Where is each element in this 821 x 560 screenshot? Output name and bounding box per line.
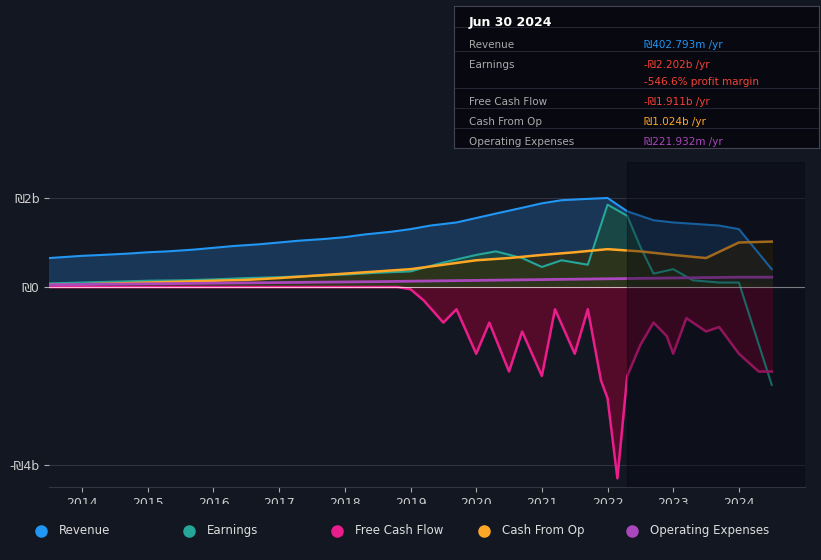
Text: ₪221.932m /yr: ₪221.932m /yr (644, 137, 722, 147)
Text: Operating Expenses: Operating Expenses (650, 524, 769, 538)
Text: Earnings: Earnings (207, 524, 259, 538)
Text: Revenue: Revenue (469, 40, 514, 50)
Bar (627, 162, 805, 487)
Text: Earnings: Earnings (469, 60, 514, 70)
Text: -546.6% profit margin: -546.6% profit margin (644, 77, 759, 87)
Text: ₪1.024b /yr: ₪1.024b /yr (644, 117, 706, 127)
Text: Operating Expenses: Operating Expenses (469, 137, 574, 147)
Text: Free Cash Flow: Free Cash Flow (469, 97, 547, 107)
Text: Cash From Op: Cash From Op (469, 117, 542, 127)
Text: Free Cash Flow: Free Cash Flow (355, 524, 443, 538)
Text: Cash From Op: Cash From Op (502, 524, 585, 538)
Text: -₪1.911b /yr: -₪1.911b /yr (644, 97, 709, 107)
Text: Jun 30 2024: Jun 30 2024 (469, 16, 553, 29)
Text: ₪402.793m /yr: ₪402.793m /yr (644, 40, 722, 50)
Text: -₪2.202b /yr: -₪2.202b /yr (644, 60, 709, 70)
Text: Revenue: Revenue (59, 524, 111, 538)
